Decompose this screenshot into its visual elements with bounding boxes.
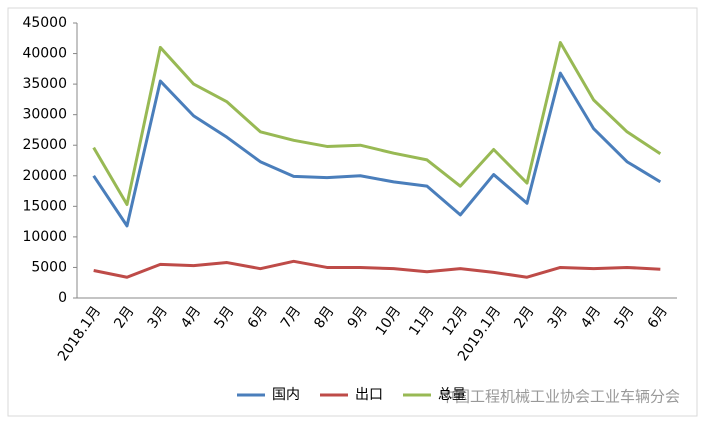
x-tick-label: 2018.1月 — [55, 303, 104, 364]
series-line — [92, 41, 662, 206]
x-tick-label: 4月 — [178, 303, 204, 331]
x-tick-label: 4月 — [578, 303, 604, 331]
y-tick-label: 40000 — [22, 46, 67, 62]
y-tick-label: 25000 — [22, 137, 67, 153]
x-tick-label: 11月 — [406, 303, 437, 338]
y-tick-label: 15000 — [22, 198, 67, 214]
y-tick-label: 20000 — [22, 168, 67, 184]
legend-label: 出口 — [355, 387, 383, 403]
x-tick-label: 2月 — [111, 303, 137, 331]
x-tick-label: 9月 — [345, 303, 371, 331]
x-tick-label: 7月 — [278, 303, 304, 331]
x-tick-label: 12月 — [440, 303, 471, 338]
watermark: 中国工程机械工业协会工业车辆分会 — [440, 388, 680, 406]
x-tick-label: 2月 — [511, 303, 537, 331]
x-tick-label: 6月 — [245, 303, 271, 331]
y-tick-label: 30000 — [22, 107, 67, 123]
y-tick-label: 0 — [58, 290, 67, 306]
x-tick-label: 3月 — [145, 303, 171, 331]
x-tick-label: 10月 — [373, 303, 404, 338]
y-tick-label: 10000 — [22, 229, 67, 245]
x-tick-label: 3月 — [545, 303, 571, 331]
series-line — [93, 259, 661, 279]
x-tick-label: 6月 — [645, 303, 671, 331]
x-tick-label: 8月 — [311, 303, 337, 331]
y-tick-label: 45000 — [22, 15, 67, 31]
x-tick-label: 5月 — [611, 303, 637, 331]
y-tick-label: 5000 — [31, 259, 67, 275]
y-tick-label: 35000 — [22, 76, 67, 92]
legend-label: 总量 — [438, 387, 466, 403]
series-line — [92, 71, 662, 228]
chart-border — [7, 7, 698, 417]
x-tick-label: 5月 — [211, 303, 237, 331]
legend-label: 国内 — [272, 387, 300, 403]
